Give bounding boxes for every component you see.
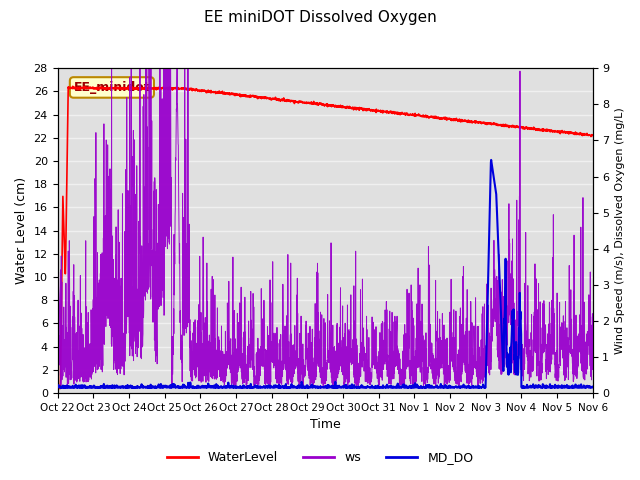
Y-axis label: Water Level (cm): Water Level (cm): [15, 177, 28, 284]
Text: EE miniDOT Dissolved Oxygen: EE miniDOT Dissolved Oxygen: [204, 10, 436, 24]
X-axis label: Time: Time: [310, 419, 340, 432]
Legend: WaterLevel, ws, MD_DO: WaterLevel, ws, MD_DO: [161, 446, 479, 469]
Text: EE_minidot: EE_minidot: [74, 81, 150, 94]
Y-axis label: Wind Speed (m/s), Dissolved Oxygen (mg/L): Wind Speed (m/s), Dissolved Oxygen (mg/L…: [615, 108, 625, 354]
